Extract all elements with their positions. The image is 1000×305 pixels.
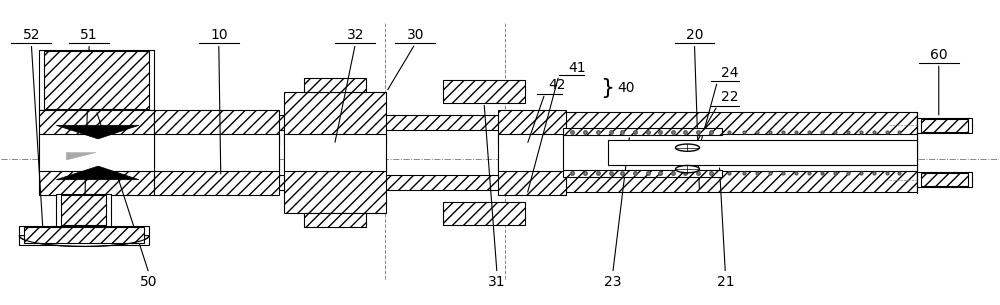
Bar [563,112,917,192]
Polygon shape [56,166,139,180]
Polygon shape [19,235,149,246]
Bar [921,173,968,186]
Text: 51: 51 [80,28,98,42]
Bar [44,51,149,109]
Bar [39,110,154,145]
Text: 30: 30 [406,28,424,42]
Text: 23: 23 [604,275,621,289]
Text: 41: 41 [569,60,586,74]
Bar [563,170,722,177]
Polygon shape [56,125,139,139]
Bar [921,119,968,132]
Text: 20: 20 [686,28,703,42]
Text: 10: 10 [210,28,228,42]
Text: 24: 24 [721,66,739,80]
Bar [39,160,154,195]
Bar [61,196,106,225]
Bar [154,160,279,195]
Bar [284,160,386,213]
Bar [39,50,154,110]
Bar [563,128,722,135]
Bar [154,110,279,145]
Text: 52: 52 [23,28,40,42]
Text: 40: 40 [618,81,635,95]
Bar [284,135,386,170]
Bar [19,226,149,245]
Circle shape [676,166,699,173]
Text: 42: 42 [548,78,565,92]
Bar [156,115,909,130]
Bar [24,228,144,243]
Polygon shape [66,152,96,160]
Circle shape [676,144,699,151]
Bar [56,194,111,227]
Text: 60: 60 [930,48,948,62]
Bar [917,118,972,133]
Bar [156,175,909,190]
Bar [498,110,566,145]
Text: 21: 21 [717,275,734,289]
Bar [443,80,525,103]
Text: 22: 22 [721,90,739,104]
Text: 31: 31 [488,275,506,289]
Bar [154,135,279,170]
Bar [917,172,972,187]
Bar [304,213,366,227]
Text: 50: 50 [140,275,158,289]
Bar [443,202,525,225]
Bar [39,135,154,170]
Text: }: } [600,77,614,98]
Bar [498,160,566,195]
Bar [498,135,566,170]
Bar [563,135,917,170]
Bar [284,92,386,145]
Text: 32: 32 [347,28,364,42]
Bar [304,78,366,92]
Bar [608,139,917,165]
